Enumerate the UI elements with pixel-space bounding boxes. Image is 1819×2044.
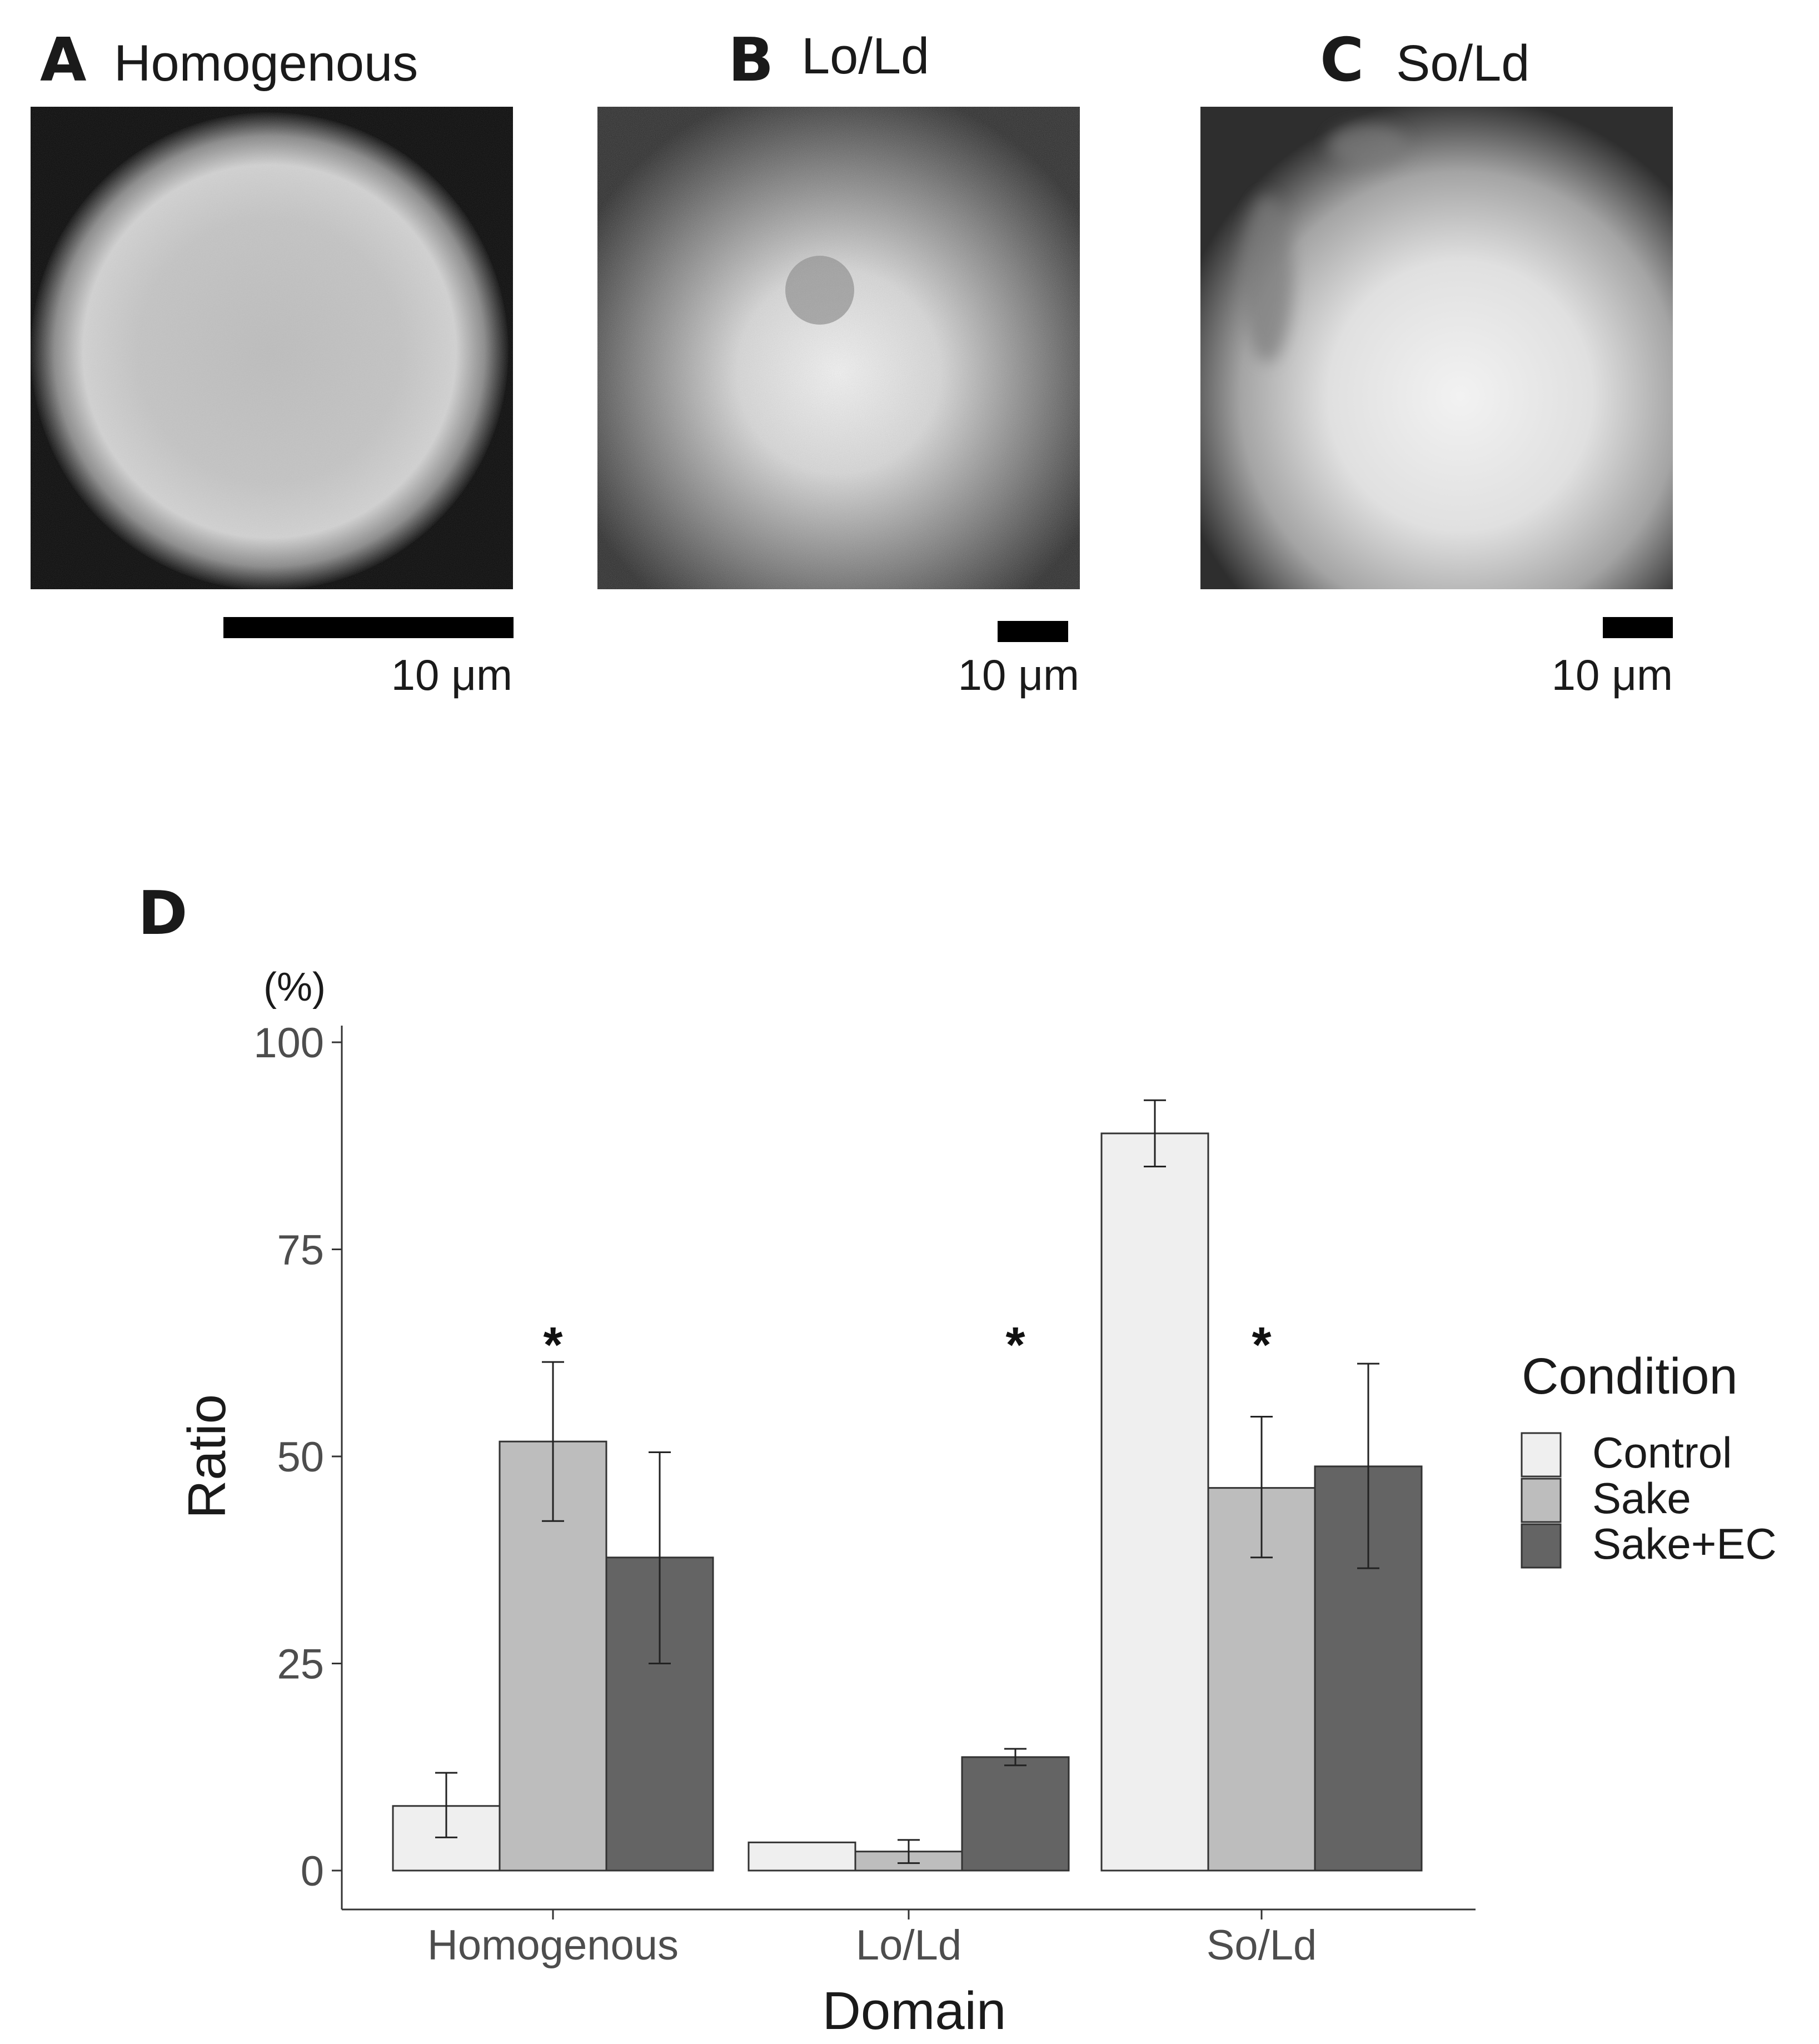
scale-bar-a bbox=[223, 617, 514, 638]
y-tick-label: 25 bbox=[277, 1641, 324, 1688]
scale-label-c: 10 μm bbox=[1551, 650, 1673, 699]
bar-sake-ec-lo-ld bbox=[961, 1756, 1070, 1872]
micrograph-homogenous bbox=[31, 107, 513, 589]
y-tick-label: 0 bbox=[301, 1848, 324, 1895]
micrograph-so-ld bbox=[1200, 107, 1673, 589]
legend-swatch bbox=[1521, 1432, 1562, 1478]
micrograph-lo-ld bbox=[597, 107, 1080, 589]
scale-bar-c bbox=[1603, 617, 1673, 638]
panel-c-title: So/Ld bbox=[1396, 35, 1530, 92]
scale-label-a: 10 μm bbox=[391, 650, 512, 699]
y-tick-label: 50 bbox=[277, 1434, 324, 1481]
significance-marker: * bbox=[543, 1317, 562, 1373]
y-tick-label: 75 bbox=[277, 1227, 324, 1274]
y-unit-label: (%) bbox=[263, 965, 326, 1009]
panel-a-letter: A bbox=[40, 26, 87, 95]
bar-chart: 0 25 50 75 100 (%) Ratio Homogenous Lo/Ld So/Ld Do… bbox=[177, 965, 1777, 2041]
legend-label: Sake+EC bbox=[1592, 1519, 1777, 1568]
panel-b-letter: B bbox=[728, 26, 774, 95]
scale-bar-b bbox=[998, 621, 1068, 642]
x-tick-label: Lo/Ld bbox=[856, 1922, 961, 1969]
significance-marker: * bbox=[1252, 1317, 1271, 1373]
x-axis-title: Domain bbox=[823, 1981, 1006, 2041]
x-tick-label: So/Ld bbox=[1207, 1922, 1317, 1969]
scale-label-b: 10 μm bbox=[958, 650, 1079, 699]
legend-swatch bbox=[1521, 1523, 1562, 1569]
bar-control-lo-ld bbox=[747, 1841, 856, 1872]
legend-swatch bbox=[1521, 1478, 1562, 1523]
panel-d-letter: D bbox=[138, 879, 188, 948]
panel-a-title: Homogenous bbox=[114, 35, 418, 92]
legend-label: Control bbox=[1592, 1428, 1732, 1477]
panel-c-letter: C bbox=[1320, 26, 1364, 95]
x-tick-label: Homogenous bbox=[427, 1922, 679, 1969]
legend-title: Condition bbox=[1522, 1348, 1738, 1405]
significance-marker: * bbox=[1005, 1317, 1025, 1373]
bar-control-so-ld bbox=[1100, 1132, 1209, 1872]
legend-label: Sake bbox=[1592, 1474, 1691, 1523]
y-tick-label: 100 bbox=[253, 1019, 324, 1067]
panel-b-title: Lo/Ld bbox=[801, 28, 930, 84]
y-axis-title: Ratio bbox=[177, 1394, 237, 1519]
